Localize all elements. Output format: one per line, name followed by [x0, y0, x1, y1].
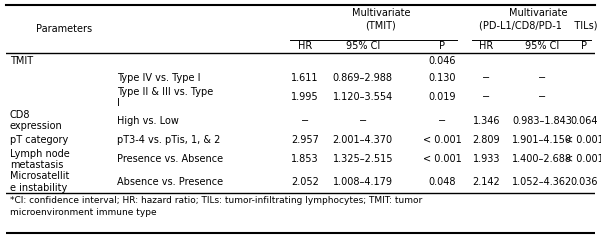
Text: −: − — [482, 92, 490, 102]
Text: High vs. Low: High vs. Low — [117, 115, 178, 126]
Text: 1.611: 1.611 — [291, 73, 319, 83]
Text: −: − — [359, 115, 367, 126]
Text: Microsatellit
e instability: Microsatellit e instability — [10, 171, 69, 193]
Text: 1.346: 1.346 — [472, 115, 500, 126]
Text: *CI: confidence interval; HR: hazard ratio; TILs: tumor-infiltrating lymphocytes: *CI: confidence interval; HR: hazard rat… — [10, 196, 422, 217]
Text: CD8
expression: CD8 expression — [10, 110, 63, 131]
Text: 1.995: 1.995 — [291, 92, 319, 102]
Text: 1.052–4.362: 1.052–4.362 — [512, 177, 572, 187]
Text: 0.064: 0.064 — [570, 115, 598, 126]
Text: 1.400–2.688: 1.400–2.688 — [512, 154, 572, 164]
Text: 2.809: 2.809 — [472, 135, 500, 145]
Text: P: P — [439, 41, 445, 51]
Text: 1.120–3.554: 1.120–3.554 — [332, 92, 393, 102]
Text: Parameters: Parameters — [36, 24, 92, 34]
Text: Presence vs. Absence: Presence vs. Absence — [117, 154, 223, 164]
Text: 1.933: 1.933 — [472, 154, 500, 164]
Text: −: − — [538, 92, 546, 102]
Text: 1.008–4.179: 1.008–4.179 — [333, 177, 392, 187]
Text: 2.957: 2.957 — [291, 135, 319, 145]
Text: 0.048: 0.048 — [429, 177, 456, 187]
Text: Type IV vs. Type I: Type IV vs. Type I — [117, 73, 200, 83]
Text: −: − — [482, 73, 490, 83]
Text: P: P — [581, 41, 587, 51]
Text: Type II & III vs. Type
I: Type II & III vs. Type I — [117, 87, 213, 108]
Text: −: − — [538, 73, 546, 83]
Text: 95% CI: 95% CI — [525, 41, 559, 51]
Text: < 0.001: < 0.001 — [423, 154, 462, 164]
Text: 0.130: 0.130 — [429, 73, 456, 83]
Text: pT category: pT category — [10, 135, 68, 145]
Text: Multivariate
(TMIT): Multivariate (TMIT) — [352, 8, 410, 31]
Text: < 0.001: < 0.001 — [423, 135, 462, 145]
Text: Lymph node
metastasis: Lymph node metastasis — [10, 149, 70, 170]
Text: < 0.001: < 0.001 — [565, 154, 601, 164]
Text: 0.046: 0.046 — [429, 56, 456, 66]
Text: 1.325–2.515: 1.325–2.515 — [332, 154, 393, 164]
Text: −: − — [438, 115, 446, 126]
Text: Absence vs. Presence: Absence vs. Presence — [117, 177, 223, 187]
Text: HR: HR — [479, 41, 493, 51]
Text: 0.019: 0.019 — [429, 92, 456, 102]
Text: 1.853: 1.853 — [291, 154, 319, 164]
Text: 1.901–4.150: 1.901–4.150 — [512, 135, 572, 145]
Text: 0.036: 0.036 — [570, 177, 598, 187]
Text: 2.142: 2.142 — [472, 177, 500, 187]
Text: 2.052: 2.052 — [291, 177, 319, 187]
Text: 95% CI: 95% CI — [346, 41, 380, 51]
Text: 0.869–2.988: 0.869–2.988 — [333, 73, 392, 83]
Text: < 0.001: < 0.001 — [565, 135, 601, 145]
Text: 0.983–1.843: 0.983–1.843 — [512, 115, 572, 126]
Text: TMIT: TMIT — [10, 56, 33, 66]
Text: −: − — [301, 115, 309, 126]
Text: HR: HR — [297, 41, 312, 51]
Text: Multivariate
(PD-L1/CD8/PD-1    TILs): Multivariate (PD-L1/CD8/PD-1 TILs) — [479, 8, 597, 31]
Text: pT3-4 vs. pTis, 1, & 2: pT3-4 vs. pTis, 1, & 2 — [117, 135, 220, 145]
Text: 2.001–4.370: 2.001–4.370 — [333, 135, 393, 145]
